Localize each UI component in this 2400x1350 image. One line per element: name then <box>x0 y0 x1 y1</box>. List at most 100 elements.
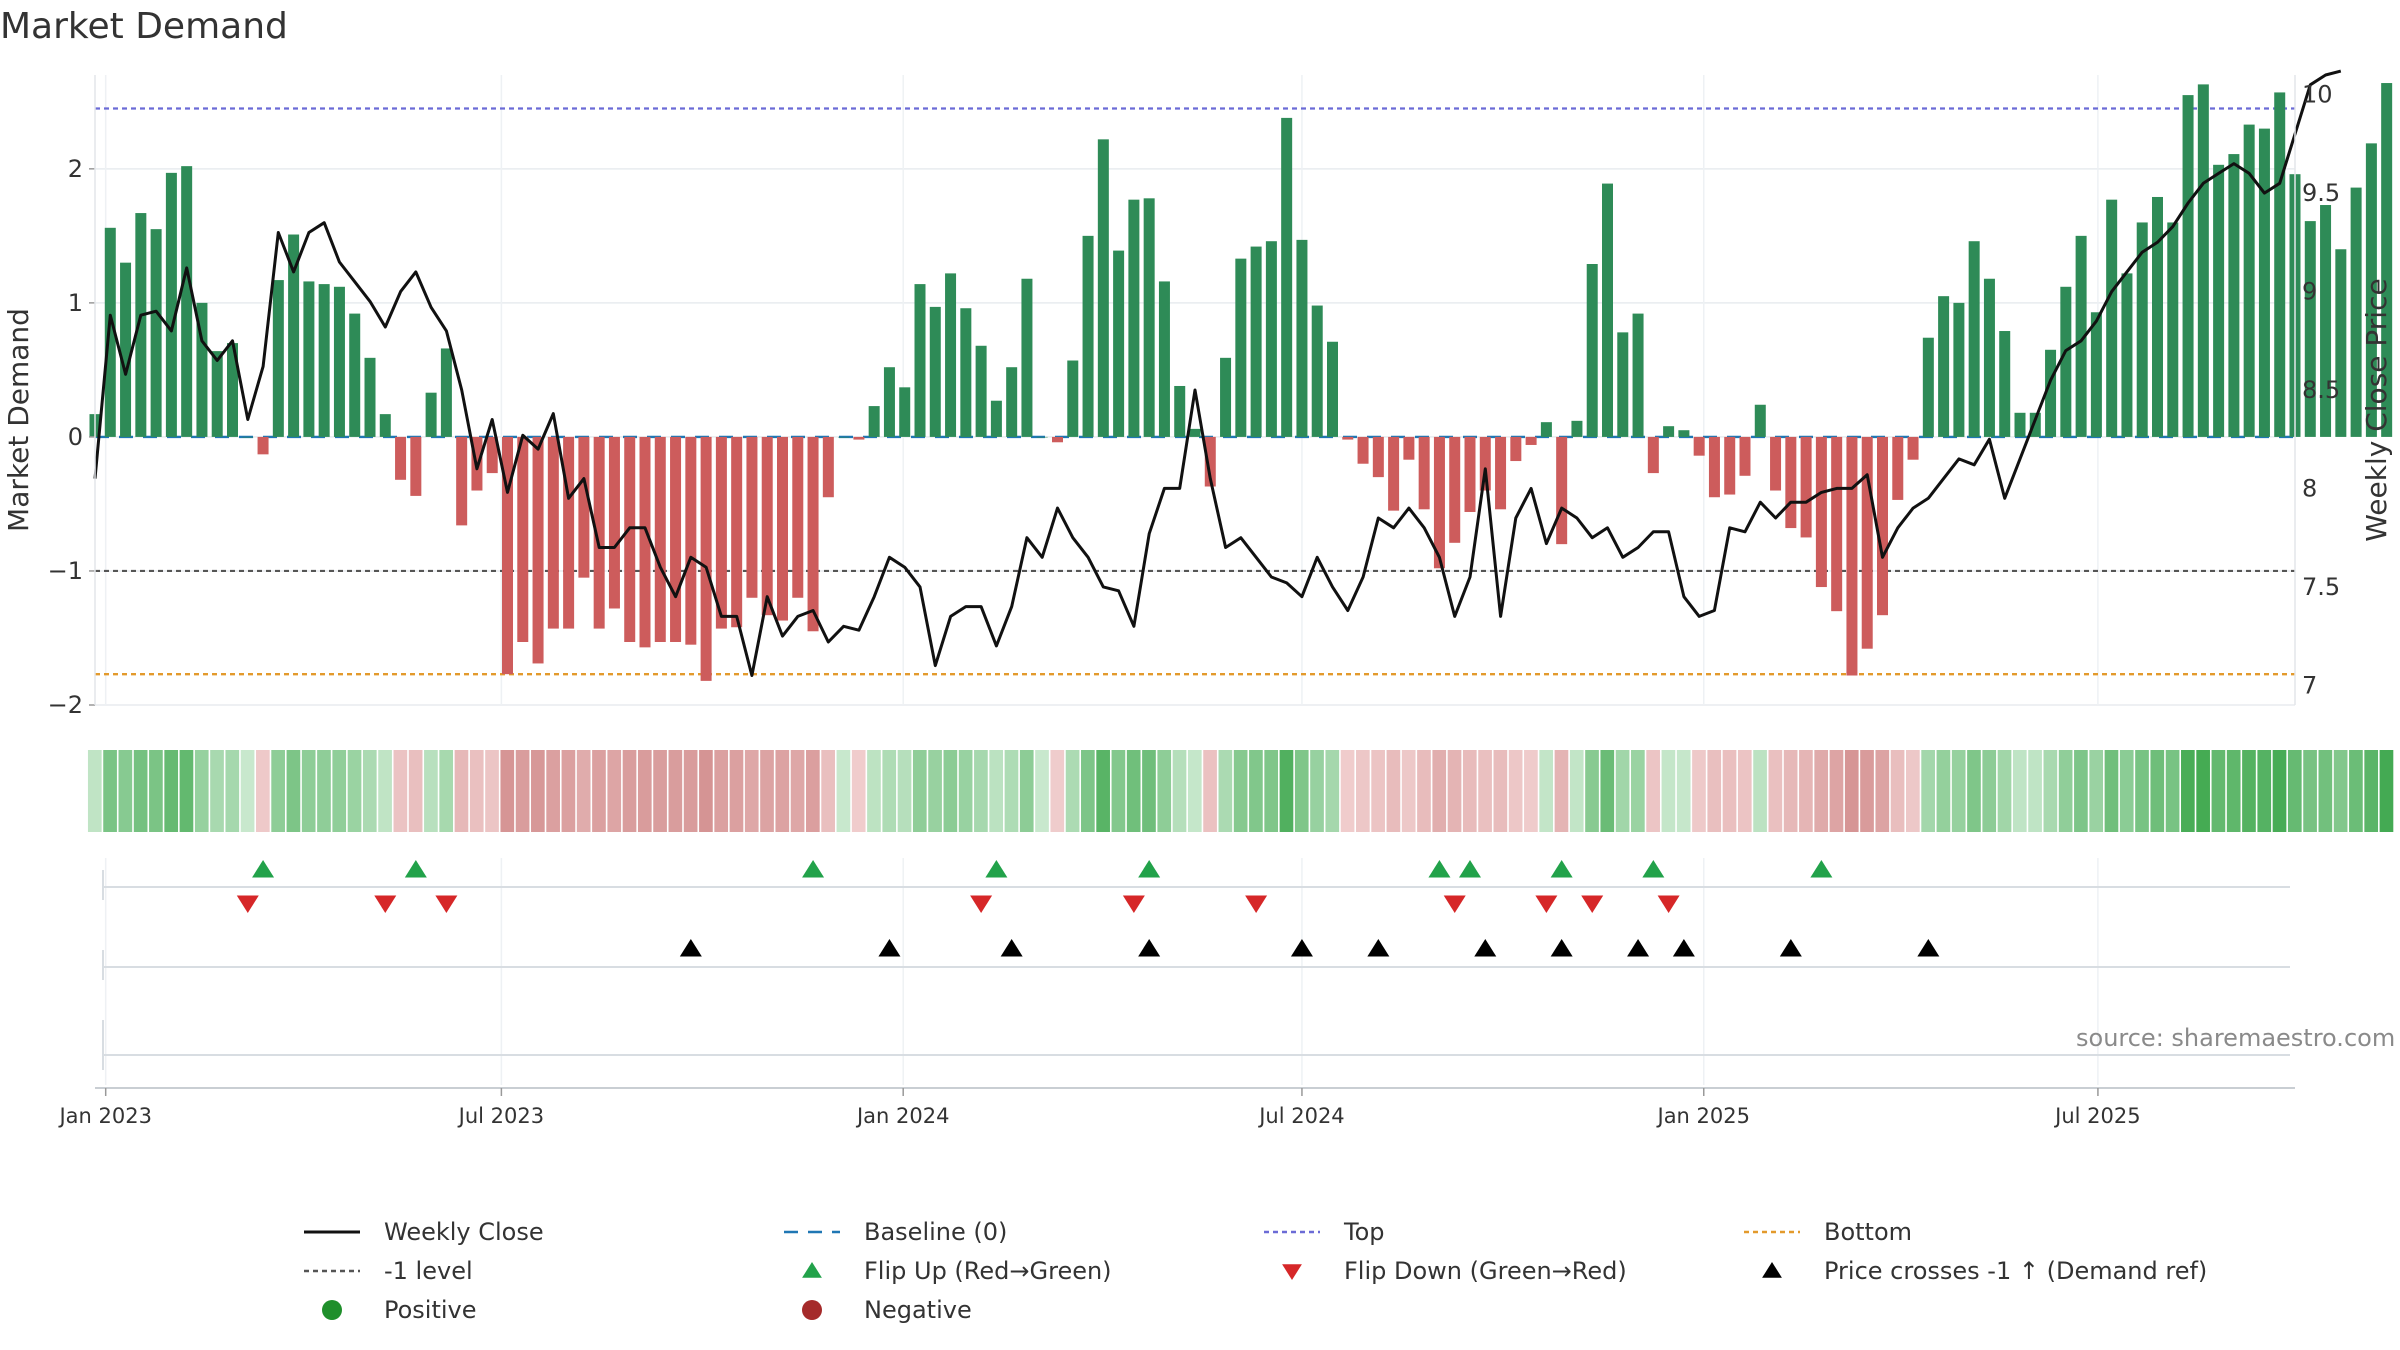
heat-strip-cell <box>1631 750 1645 832</box>
negative-demand-bar <box>395 436 407 480</box>
heat-strip-cell <box>1860 750 1874 832</box>
legend-item: Price crosses -1 ↑ (Demand ref) <box>1740 1254 2207 1288</box>
positive-demand-bar <box>1938 296 1950 437</box>
legend-label: Flip Down (Green→Red) <box>1344 1257 1627 1285</box>
heat-strip-cell <box>1386 750 1401 832</box>
heat-strip-cell <box>744 750 759 832</box>
heat-strip-cell <box>1356 750 1370 832</box>
x-tick-label: Jan 2024 <box>855 1104 950 1128</box>
heat-strip-cell <box>958 750 973 832</box>
positive-demand-bar <box>1036 436 1048 438</box>
legend-label: Positive <box>384 1296 477 1324</box>
negative-demand-bar <box>670 436 682 642</box>
positive-demand-bar <box>2075 235 2087 437</box>
right-tick-label: 9 <box>2302 278 2317 306</box>
negative-demand-bar <box>1724 436 1736 495</box>
heat-strip-cell <box>1004 750 1019 832</box>
heat-strip-cell <box>1310 750 1324 832</box>
negative-demand-bar <box>1204 436 1216 487</box>
heat-strip-cell <box>1676 750 1691 832</box>
price-cross-marker <box>1917 939 1940 957</box>
flip-up-marker <box>1459 860 1481 878</box>
right-tick-label: 7.5 <box>2302 573 2340 601</box>
positive-demand-bar <box>2045 349 2057 437</box>
positive-demand-bar <box>2243 124 2255 437</box>
negative-demand-bar <box>792 436 804 598</box>
legend-swatch-icon <box>1282 1264 1302 1280</box>
positive-demand-bar <box>2258 128 2270 437</box>
heat-strip-cell <box>362 750 377 832</box>
heat-strip-cell <box>683 750 698 832</box>
positive-demand-bar <box>2090 312 2102 437</box>
positive-demand-bar <box>2350 187 2362 437</box>
legend-swatch-icon <box>304 1269 360 1273</box>
heat-strip-cell <box>103 750 117 832</box>
heat-strip-cell <box>1600 750 1615 832</box>
flip-up-marker <box>802 860 825 878</box>
flip-down-marker <box>374 895 397 913</box>
positive-demand-bar <box>2335 249 2347 437</box>
positive-demand-bar <box>227 343 238 437</box>
negative-demand-bar <box>486 436 498 474</box>
positive-demand-bar <box>1097 139 1109 437</box>
positive-demand-bar <box>945 273 957 437</box>
heat-strip-cell <box>1218 750 1233 832</box>
heat-strip-cell <box>1371 750 1385 832</box>
positive-demand-bar <box>135 213 147 437</box>
positive-demand-bar <box>181 166 193 437</box>
right-tick-label: 10 <box>2302 81 2333 109</box>
positive-demand-bar <box>1250 246 1262 437</box>
legend-swatch-icon <box>802 1262 822 1278</box>
positive-demand-bar <box>1128 199 1140 437</box>
heat-strip-cell <box>1967 750 1981 832</box>
heat-strip-cell <box>424 750 438 832</box>
negative-demand-bar <box>1785 436 1797 529</box>
heat-strip-cell <box>1462 750 1477 832</box>
heat-strip-cell <box>1936 750 1951 832</box>
heat-strip-cell <box>1340 750 1355 832</box>
positive-demand-bar <box>1953 302 1965 437</box>
positive-demand-bar <box>975 345 987 437</box>
positive-demand-bar <box>1265 241 1277 437</box>
negative-demand-bar <box>1877 436 1888 616</box>
legend-swatch-icon <box>802 1300 822 1320</box>
heat-strip-cell <box>1081 750 1095 832</box>
negative-demand-bar <box>502 436 513 675</box>
legend-item: Baseline (0) <box>780 1215 1007 1249</box>
heat-strip-cell <box>1493 750 1508 832</box>
legend-swatch-icon <box>784 1230 840 1234</box>
positive-demand-bar <box>425 392 437 437</box>
negative-demand-bar <box>257 436 269 455</box>
positive-demand-bar <box>2304 221 2316 437</box>
heat-strip-cell <box>408 750 423 832</box>
positive-demand-bar <box>1174 385 1186 437</box>
heat-strip-cell <box>1982 750 1997 832</box>
heat-strip-cell <box>317 750 331 832</box>
heat-strip-cell <box>87 750 102 832</box>
positive-demand-bar <box>104 227 116 437</box>
positive-demand-bar <box>1189 428 1201 437</box>
legend-item: Weekly Close <box>300 1215 544 1249</box>
heat-strip-cell <box>1111 750 1126 832</box>
heat-strip-cell <box>974 750 988 832</box>
negative-demand-bar <box>807 436 819 632</box>
positive-demand-bar <box>272 280 284 437</box>
heat-strip-cell <box>1478 750 1492 832</box>
positive-demand-bar <box>1586 264 1598 437</box>
flip-down-marker <box>1657 895 1680 913</box>
negative-demand-bar <box>685 436 697 645</box>
heat-strip-cell <box>1569 750 1584 832</box>
heat-strip-cell <box>2043 750 2058 832</box>
positive-demand-bar <box>1983 278 1995 437</box>
flip-up-marker <box>1810 860 1833 878</box>
negative-demand-bar <box>532 436 544 664</box>
positive-demand-bar <box>914 284 926 437</box>
heat-strip-cell <box>714 750 729 832</box>
heat-strip-cell <box>821 750 835 832</box>
heat-strip-cell <box>271 750 285 832</box>
heat-strip-cell <box>2349 750 2363 832</box>
heat-strip-cell <box>1554 750 1569 832</box>
heat-strip-cell <box>2012 750 2027 832</box>
negative-demand-bar <box>1433 436 1445 569</box>
heat-strip-cell <box>1890 750 1905 832</box>
